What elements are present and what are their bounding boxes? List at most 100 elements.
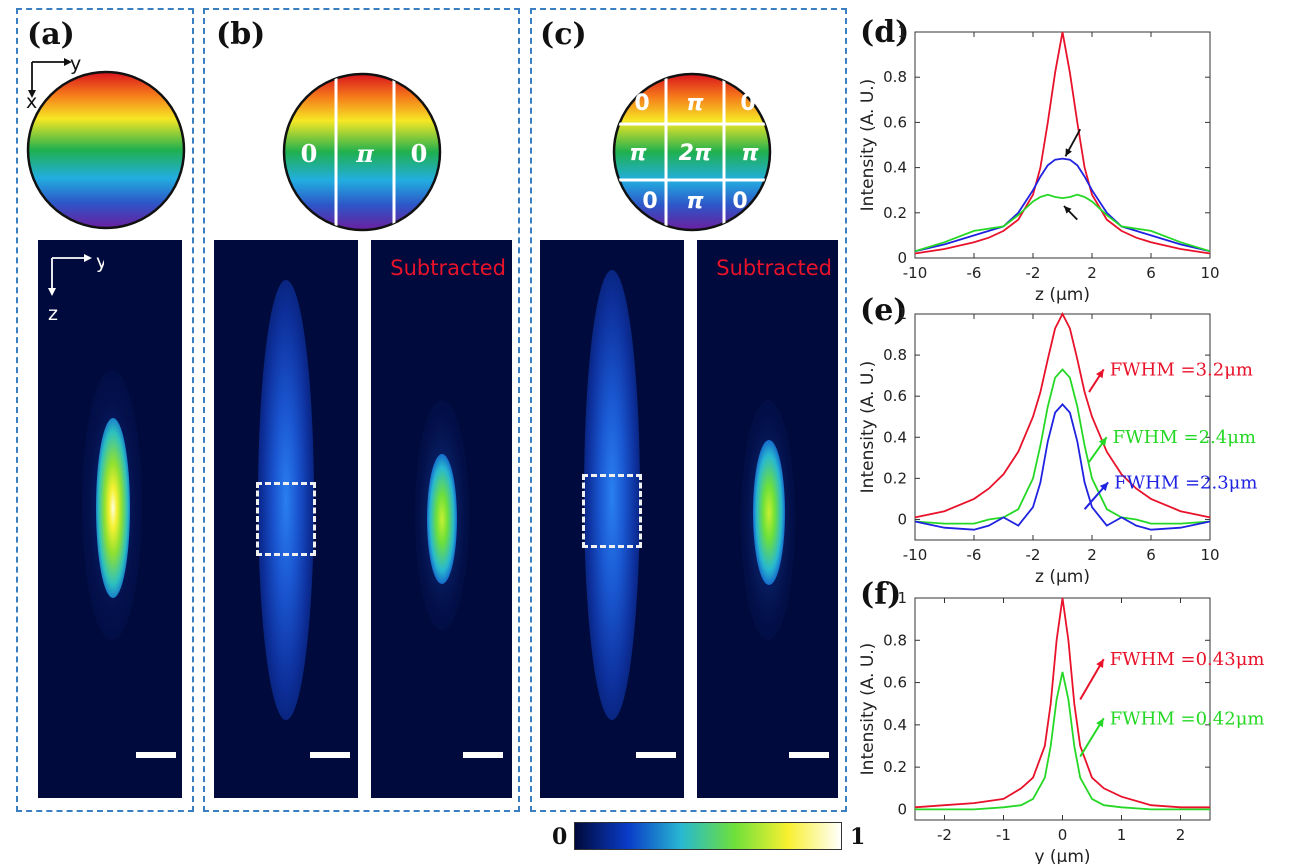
x-tick-label: -2 xyxy=(1026,546,1041,564)
peak-arrowhead xyxy=(1065,148,1072,157)
chart-e: -10 -6 -2 2 6 10 0 0.2 0.4 0.6 0.8 1 z (μm) Intensity… xyxy=(860,305,1257,587)
fwhm-annotation: FWHM =0.42μm xyxy=(1110,708,1265,729)
roi-box-c xyxy=(582,474,642,548)
y-tick-label: 0.4 xyxy=(883,716,907,734)
x-tick-label: 6 xyxy=(1146,546,1156,564)
phase-c-8: 0 xyxy=(732,189,747,214)
fwhm-annotation: FWHM =3.2μm xyxy=(1110,359,1253,380)
panel-d-label: (d) xyxy=(860,15,910,50)
y-tick-label: 1 xyxy=(897,23,907,41)
panel-b-label: (b) xyxy=(216,17,266,52)
scale-bar-c2 xyxy=(789,752,829,758)
chart-f: -2 -1 0 1 2 0 0.2 0.4 0.6 0.8 1 y (μm) Intensity (A.… xyxy=(860,589,1265,864)
subtracted-label-b: Subtracted xyxy=(390,256,506,280)
colorbar-min-label: 0 xyxy=(552,824,568,850)
x-axis-label: z (μm) xyxy=(1035,285,1090,304)
y-tick-label: 0.6 xyxy=(883,387,907,405)
scale-bar-b2 xyxy=(463,752,503,758)
panel-b-frame xyxy=(203,8,520,812)
fwhm-annotation: FWHM =2.4μm xyxy=(1113,427,1256,448)
annotation-arrowhead xyxy=(1096,718,1104,728)
psf-image-c xyxy=(540,240,684,798)
peak-arrowhead xyxy=(1063,206,1072,214)
psf-spot-a xyxy=(96,418,130,598)
x-tick-label: -1 xyxy=(996,826,1011,844)
panel-a-frame xyxy=(16,8,194,812)
colorbar xyxy=(574,822,842,850)
sub-spot-c xyxy=(753,440,785,585)
phase-c-5: π xyxy=(741,141,759,166)
y-tick-label: 0.8 xyxy=(883,68,907,86)
series-line-3 xyxy=(914,193,1211,253)
phase-mask-b: 0 π 0 xyxy=(282,72,442,232)
psf-image-b xyxy=(214,240,358,798)
phase-mask-c: 0 π 0 π 2π π 0 π 0 xyxy=(612,72,772,232)
subtracted-image-b: Subtracted xyxy=(371,240,512,798)
panel-c-frame xyxy=(530,8,847,812)
x-tick-label: -6 xyxy=(967,546,982,564)
series-line-3 xyxy=(914,403,1211,531)
phase-c-4: 2π xyxy=(679,141,712,166)
chart-d: -10 -6 -2 2 6 10 0 0.2 0.4 0.6 0.8 1 z (μm) Intensity… xyxy=(860,23,1220,304)
axis-glyph-z: z xyxy=(48,303,58,325)
axes-yz-glyph: y z xyxy=(48,251,104,325)
fwhm-annotation: FWHM =2.3μm xyxy=(1114,472,1257,493)
phase-c-6: 0 xyxy=(642,189,657,214)
series-line-2 xyxy=(914,368,1211,525)
y-tick-label: 0.2 xyxy=(883,758,907,776)
axis-glyph-y: y xyxy=(70,54,81,75)
axis-glyph-y2: y xyxy=(96,251,104,273)
annotation-arrowhead xyxy=(1096,369,1104,379)
y-tick-label: 0 xyxy=(897,510,907,528)
y-tick-label: 0.8 xyxy=(883,631,907,649)
sub-spot-b xyxy=(427,454,457,584)
y-tick-label: 0.4 xyxy=(883,428,907,446)
annotation-arrowhead xyxy=(1098,437,1107,447)
annotation-arrowhead xyxy=(1096,659,1104,669)
x-tick-label: 10 xyxy=(1200,264,1219,282)
x-tick-label: 2 xyxy=(1087,264,1097,282)
x-tick-label: 10 xyxy=(1200,546,1219,564)
phase-b-right: 0 xyxy=(411,139,428,168)
x-tick-label: 0 xyxy=(1058,826,1068,844)
phase-c-7: π xyxy=(686,189,704,214)
x-axis-label: z (μm) xyxy=(1035,567,1090,587)
plot-area xyxy=(914,31,1211,259)
y-axis-label: Intensity (A. U.) xyxy=(860,643,878,776)
psf-spot-b xyxy=(258,280,314,720)
colorbar-max-label: 1 xyxy=(850,824,866,850)
y-tick-label: 0 xyxy=(897,249,907,267)
x-tick-label: -2 xyxy=(1026,264,1041,282)
panel-f-label: (f) xyxy=(860,577,902,612)
x-tick-label: -2 xyxy=(937,826,952,844)
y-tick-label: 0.4 xyxy=(883,159,907,177)
x-tick-label: 2 xyxy=(1087,546,1097,564)
phase-c-2: 0 xyxy=(740,91,755,116)
x-tick-label: -10 xyxy=(903,546,928,564)
series-line-2 xyxy=(914,157,1211,253)
x-tick-label: 1 xyxy=(1117,826,1127,844)
scale-bar-a xyxy=(136,752,176,758)
axes-xy-glyph: y x xyxy=(26,54,81,110)
phase-b-left: 0 xyxy=(301,139,318,168)
plot-area xyxy=(914,597,1211,821)
phase-c-1: π xyxy=(686,91,704,116)
phase-c-0: 0 xyxy=(634,91,649,116)
y-tick-label: 1 xyxy=(897,589,907,607)
y-tick-label: 0.8 xyxy=(883,346,907,364)
y-tick-label: 0.2 xyxy=(883,469,907,487)
phase-mask-a xyxy=(26,70,186,230)
axis-glyph-x: x xyxy=(26,91,37,110)
x-tick-label: -10 xyxy=(903,264,928,282)
y-tick-label: 0.6 xyxy=(883,674,907,692)
y-axis-label: Intensity (A. U.) xyxy=(860,361,878,494)
psf-image-a: y z xyxy=(38,240,182,798)
panel-e-label: (e) xyxy=(860,293,908,328)
psf-spot-c xyxy=(584,270,640,720)
y-tick-label: 0.2 xyxy=(883,204,907,222)
annotation-arrowhead xyxy=(1099,482,1109,492)
series-line-1 xyxy=(914,312,1211,519)
subtracted-image-c: Subtracted xyxy=(697,240,838,798)
y-tick-label: 1 xyxy=(897,305,907,323)
